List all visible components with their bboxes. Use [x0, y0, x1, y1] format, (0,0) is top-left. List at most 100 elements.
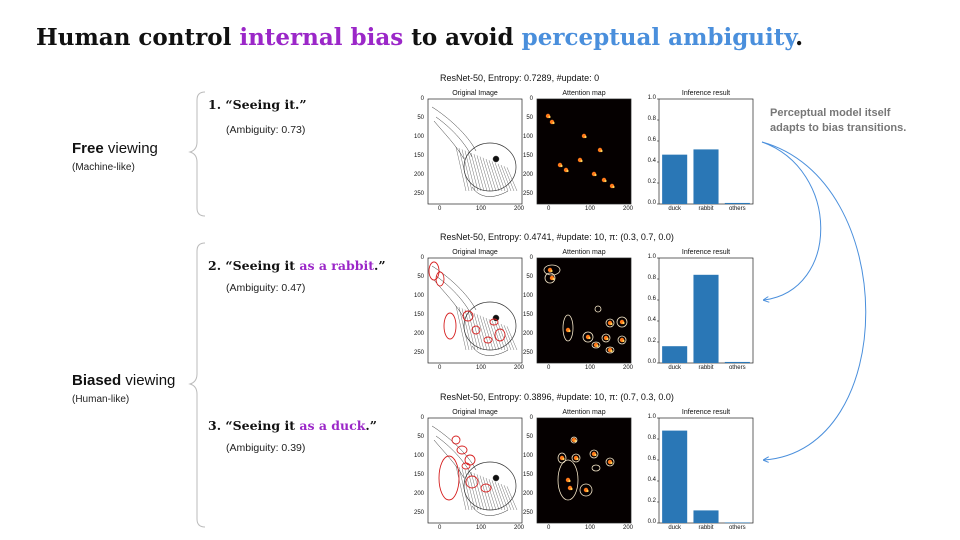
bar-duck-3 — [662, 430, 688, 523]
mode-biased-label: Biased viewing — [72, 372, 175, 389]
rabbit-duck-sketch-3 — [431, 425, 518, 516]
attn-y-tick-2-4: 200 — [522, 331, 533, 337]
attention-circle-map-3-4 — [591, 464, 601, 472]
attention-circle-map-3-1 — [557, 452, 567, 464]
note-line-2: adapts to bias transitions. — [770, 122, 907, 134]
attn-x-tick-2-2: 200 — [623, 365, 634, 371]
attention-circle-map-3-0 — [570, 436, 578, 444]
attn-y-tick-2-0: 0 — [529, 255, 533, 261]
attn-y-tick-3-0: 0 — [529, 415, 533, 421]
chart-y-tick-2-3: 0.6 — [647, 296, 656, 302]
title-prefix: Human control — [36, 24, 240, 51]
mode-biased-bold: Biased — [72, 372, 122, 389]
attn-x-tick-3-2: 200 — [623, 525, 634, 531]
chart-y-tick-2-2: 0.4 — [647, 317, 656, 323]
attention-circle-map-2-0 — [543, 264, 561, 276]
chart-x-label-others-3: others — [728, 525, 746, 531]
orig-y-tick-1-4: 200 — [413, 172, 424, 178]
orig-x-tick-1-1: 100 — [476, 206, 487, 212]
attention-circle-orig-2-1 — [435, 271, 445, 287]
bar-rabbit-1 — [693, 149, 719, 204]
step-2-number: 2. — [208, 258, 222, 273]
chart-y-tick-1-5: 1.0 — [647, 95, 656, 101]
orig-x-tick-2-2: 200 — [514, 365, 525, 371]
attn-y-tick-3-3: 150 — [522, 472, 533, 478]
orig-y-tick-3-0: 0 — [420, 415, 424, 421]
attention-circle-map-2-6 — [616, 316, 628, 328]
note-line-1: Perceptual model itself — [770, 107, 891, 119]
orig-y-tick-3-5: 250 — [413, 510, 424, 516]
step-2-accent: as a rabbit — [299, 258, 374, 273]
attention-map-title-3: Attention map — [562, 409, 606, 416]
orig-x-tick-1-2: 200 — [514, 206, 525, 212]
title-accent-bias: internal bias — [239, 24, 404, 51]
step-3-number: 3. — [208, 418, 222, 433]
chart-y-tick-3-0: 0.0 — [647, 519, 656, 525]
attention-circle-map-3-5 — [605, 457, 615, 467]
orig-x-tick-3-1: 100 — [476, 525, 487, 531]
attn-y-tick-3-2: 100 — [522, 453, 533, 459]
orig-y-tick-2-0: 0 — [420, 255, 424, 261]
attention-circle-map-2-1 — [544, 272, 556, 284]
attention-circle-map-2-2 — [562, 314, 574, 342]
step-1-label: 1. “Seeing it.” — [208, 97, 307, 112]
orig-x-tick-1-0: 0 — [438, 206, 442, 212]
chart-y-tick-1-4: 0.8 — [647, 116, 656, 122]
orig-y-tick-1-5: 250 — [413, 191, 424, 197]
orig-x-tick-2-0: 0 — [438, 365, 442, 371]
orig-y-tick-3-3: 150 — [413, 472, 424, 478]
attention-circle-orig-3-4 — [465, 475, 479, 489]
bar-rabbit-3 — [693, 510, 719, 523]
attention-map-title-2: Attention map — [562, 249, 606, 256]
orig-y-tick-2-3: 150 — [413, 312, 424, 318]
attn-x-tick-3-1: 100 — [585, 525, 596, 531]
attention-circle-map-2-7 — [601, 333, 611, 343]
step-1-ambiguity: (Ambiguity: 0.73) — [226, 124, 306, 136]
mode-biased-rest: viewing — [121, 372, 176, 389]
orig-y-tick-3-4: 200 — [413, 491, 424, 497]
row-header-1: ResNet-50, Entropy: 0.7289, #update: 0 — [440, 73, 600, 83]
orig-y-tick-3-1: 50 — [417, 434, 424, 440]
attention-circle-orig-2-5 — [483, 336, 493, 344]
title-accent-ambiguity: perceptual ambiguity — [521, 24, 796, 51]
orig-y-tick-1-2: 100 — [413, 134, 424, 140]
attn-y-tick-1-2: 100 — [522, 134, 533, 140]
orig-y-tick-1-1: 50 — [417, 115, 424, 121]
chart-x-label-others-1: others — [728, 206, 746, 212]
chart-y-tick-2-0: 0.0 — [647, 359, 656, 365]
chart-y-tick-3-5: 1.0 — [647, 414, 656, 420]
attention-circle-map-2-3 — [582, 331, 594, 343]
chart-x-label-duck-3: duck — [668, 525, 681, 531]
chart-y-tick-2-4: 0.8 — [647, 275, 656, 281]
step-2-ambiguity: (Ambiguity: 0.47) — [226, 282, 306, 294]
step-2-label: 2. “Seeing it as a rabbit.” — [208, 258, 386, 273]
step-1-text: “Seeing it.” — [225, 97, 307, 112]
title-middle: to avoid — [403, 24, 522, 51]
attn-x-tick-2-0: 0 — [547, 365, 551, 371]
step-3-label: 3. “Seeing it as a duck.” — [208, 418, 377, 433]
mode-free-sub: (Machine-like) — [72, 162, 135, 173]
bar-others-2 — [724, 361, 750, 363]
orig-y-tick-2-5: 250 — [413, 350, 424, 356]
chart-y-tick-1-2: 0.4 — [647, 158, 656, 164]
perceptual-note: Perceptual model itself adapts to bias t… — [770, 106, 906, 136]
attn-x-tick-1-1: 100 — [585, 206, 596, 212]
arrow-to-duck-row — [761, 141, 867, 460]
chart-y-tick-1-3: 0.6 — [647, 137, 656, 143]
step-2-text-post: .” — [374, 258, 386, 273]
orig-y-tick-1-3: 150 — [413, 153, 424, 159]
chart-y-tick-2-1: 0.2 — [647, 338, 656, 344]
mode-free-rest: viewing — [103, 140, 158, 157]
orig-x-tick-3-2: 200 — [514, 525, 525, 531]
attn-y-tick-2-5: 250 — [522, 350, 533, 356]
attention-circle-map-2-4 — [594, 305, 602, 313]
step-3-text-pre: “Seeing it — [225, 418, 300, 433]
inference-title-3: Inference result — [681, 409, 731, 416]
rabbit-duck-sketch-1 — [431, 106, 518, 197]
chart-y-tick-3-4: 0.8 — [647, 435, 656, 441]
brace-biased — [188, 242, 206, 528]
attention-circle-orig-2-2 — [443, 312, 457, 340]
attention-circle-map-2-8 — [617, 335, 627, 345]
attn-y-tick-2-2: 100 — [522, 293, 533, 299]
